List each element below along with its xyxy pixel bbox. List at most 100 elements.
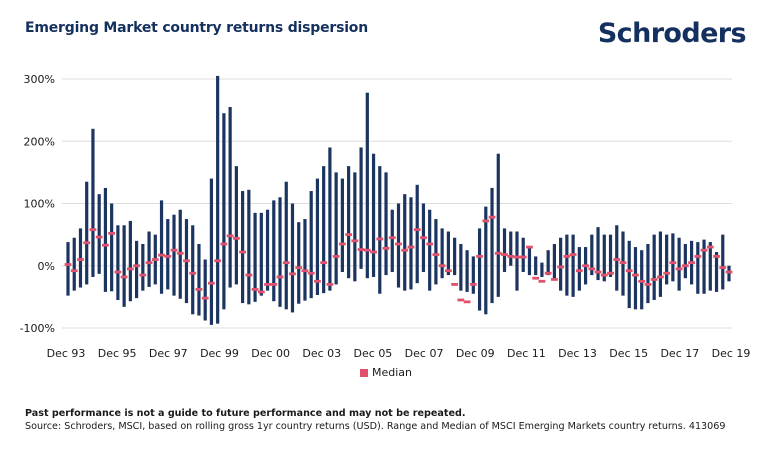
x-tick-label: Dec 17 bbox=[660, 347, 699, 360]
range-bar bbox=[484, 206, 488, 315]
median-marker bbox=[650, 278, 658, 281]
median-marker bbox=[538, 279, 546, 283]
range-bar bbox=[471, 256, 475, 294]
range-bar bbox=[309, 191, 313, 299]
range-bar bbox=[527, 247, 532, 276]
range-bar bbox=[234, 166, 238, 285]
range-bar bbox=[85, 181, 89, 285]
median-marker bbox=[189, 271, 197, 275]
median-marker bbox=[77, 258, 84, 261]
range-bar bbox=[446, 231, 450, 276]
footer: Past performance is not a guide to futur… bbox=[25, 407, 725, 433]
range-bar bbox=[134, 240, 139, 299]
median-marker bbox=[694, 255, 702, 258]
median-legend-label: Median bbox=[372, 366, 413, 379]
median-marker bbox=[413, 228, 421, 232]
range-bar bbox=[440, 228, 444, 279]
range-bar bbox=[459, 243, 463, 291]
median-marker bbox=[382, 246, 390, 250]
range-bar bbox=[253, 212, 257, 302]
median-marker bbox=[282, 261, 290, 265]
median-marker bbox=[164, 255, 172, 258]
median-marker bbox=[713, 255, 720, 258]
median-marker bbox=[457, 298, 465, 302]
range-bar bbox=[658, 231, 663, 297]
median-marker bbox=[607, 271, 614, 275]
y-tick-label: 100% bbox=[24, 198, 55, 211]
median-marker bbox=[706, 245, 714, 249]
range-bar bbox=[297, 222, 301, 304]
median-marker bbox=[289, 272, 296, 276]
x-tick-label: Dec 13 bbox=[558, 347, 597, 360]
range-bar bbox=[103, 187, 108, 292]
range-bar bbox=[515, 231, 519, 291]
range-bar bbox=[272, 200, 276, 302]
range-bar bbox=[727, 265, 731, 282]
median-marker bbox=[669, 261, 677, 265]
median-marker bbox=[83, 241, 91, 245]
x-tick-label: Dec 19 bbox=[712, 347, 751, 360]
range-bar bbox=[203, 259, 207, 321]
range-bar bbox=[708, 242, 712, 291]
median-marker bbox=[70, 269, 78, 273]
median-marker bbox=[632, 273, 639, 277]
x-tick-label: Dec 99 bbox=[200, 347, 239, 360]
median-marker bbox=[432, 253, 440, 256]
x-tick-label: Dec 07 bbox=[405, 347, 444, 360]
range-chart: -100%0%100%200%300% Dec 93 Dec 95 Dec 97 De… bbox=[20, 73, 751, 360]
median-marker bbox=[133, 264, 140, 268]
range-bar bbox=[540, 262, 544, 277]
range-bar bbox=[365, 92, 369, 279]
median-marker bbox=[270, 283, 278, 286]
median-marker bbox=[588, 267, 596, 271]
x-tick-label: Dec 09 bbox=[456, 347, 495, 360]
median-marker bbox=[145, 261, 153, 265]
median-marker bbox=[463, 300, 471, 304]
range-bar bbox=[390, 209, 394, 272]
median-marker bbox=[370, 250, 377, 254]
median-marker bbox=[600, 273, 608, 277]
range-bar bbox=[696, 242, 700, 294]
median-marker bbox=[644, 283, 652, 286]
range-bar bbox=[72, 237, 76, 291]
source-text: Source: Schroders, MSCI, based on rollin… bbox=[25, 421, 726, 432]
range-bar bbox=[633, 247, 638, 310]
median-marker bbox=[108, 231, 116, 235]
range-bar bbox=[147, 231, 151, 287]
median-marker bbox=[102, 243, 109, 247]
range-bar bbox=[552, 243, 556, 280]
median-marker bbox=[488, 215, 496, 219]
median-marker bbox=[619, 261, 627, 265]
range-bar bbox=[347, 166, 351, 279]
range-bar bbox=[665, 234, 669, 285]
median-marker bbox=[444, 269, 452, 273]
y-tick-label: 200% bbox=[24, 135, 55, 148]
range-bar bbox=[340, 178, 344, 272]
range-bar bbox=[209, 178, 214, 325]
median-marker bbox=[89, 228, 97, 232]
median-marker bbox=[220, 242, 228, 246]
range-bar bbox=[259, 212, 263, 296]
range-bar bbox=[453, 237, 457, 276]
median-marker bbox=[513, 255, 521, 259]
median-marker bbox=[482, 219, 490, 223]
median-marker bbox=[494, 251, 502, 255]
range-bar bbox=[315, 178, 320, 296]
median-marker bbox=[195, 288, 203, 291]
range-bar bbox=[434, 219, 438, 285]
median-marker bbox=[638, 279, 646, 283]
median-marker bbox=[657, 275, 664, 279]
range-bar bbox=[359, 147, 363, 269]
schroders-logo: Schroders bbox=[597, 18, 747, 49]
range-bar bbox=[378, 166, 382, 294]
median-marker bbox=[719, 266, 727, 270]
range-bar bbox=[322, 166, 326, 294]
range-bar bbox=[141, 243, 145, 291]
range-bar bbox=[371, 153, 376, 277]
x-tick-label: Dec 05 bbox=[354, 347, 393, 360]
y-tick-label: 0% bbox=[38, 260, 55, 273]
x-tick-label: Dec 03 bbox=[302, 347, 341, 360]
y-tick-label: 300% bbox=[24, 73, 55, 86]
range-bar bbox=[191, 225, 195, 315]
median-marker bbox=[170, 248, 178, 252]
